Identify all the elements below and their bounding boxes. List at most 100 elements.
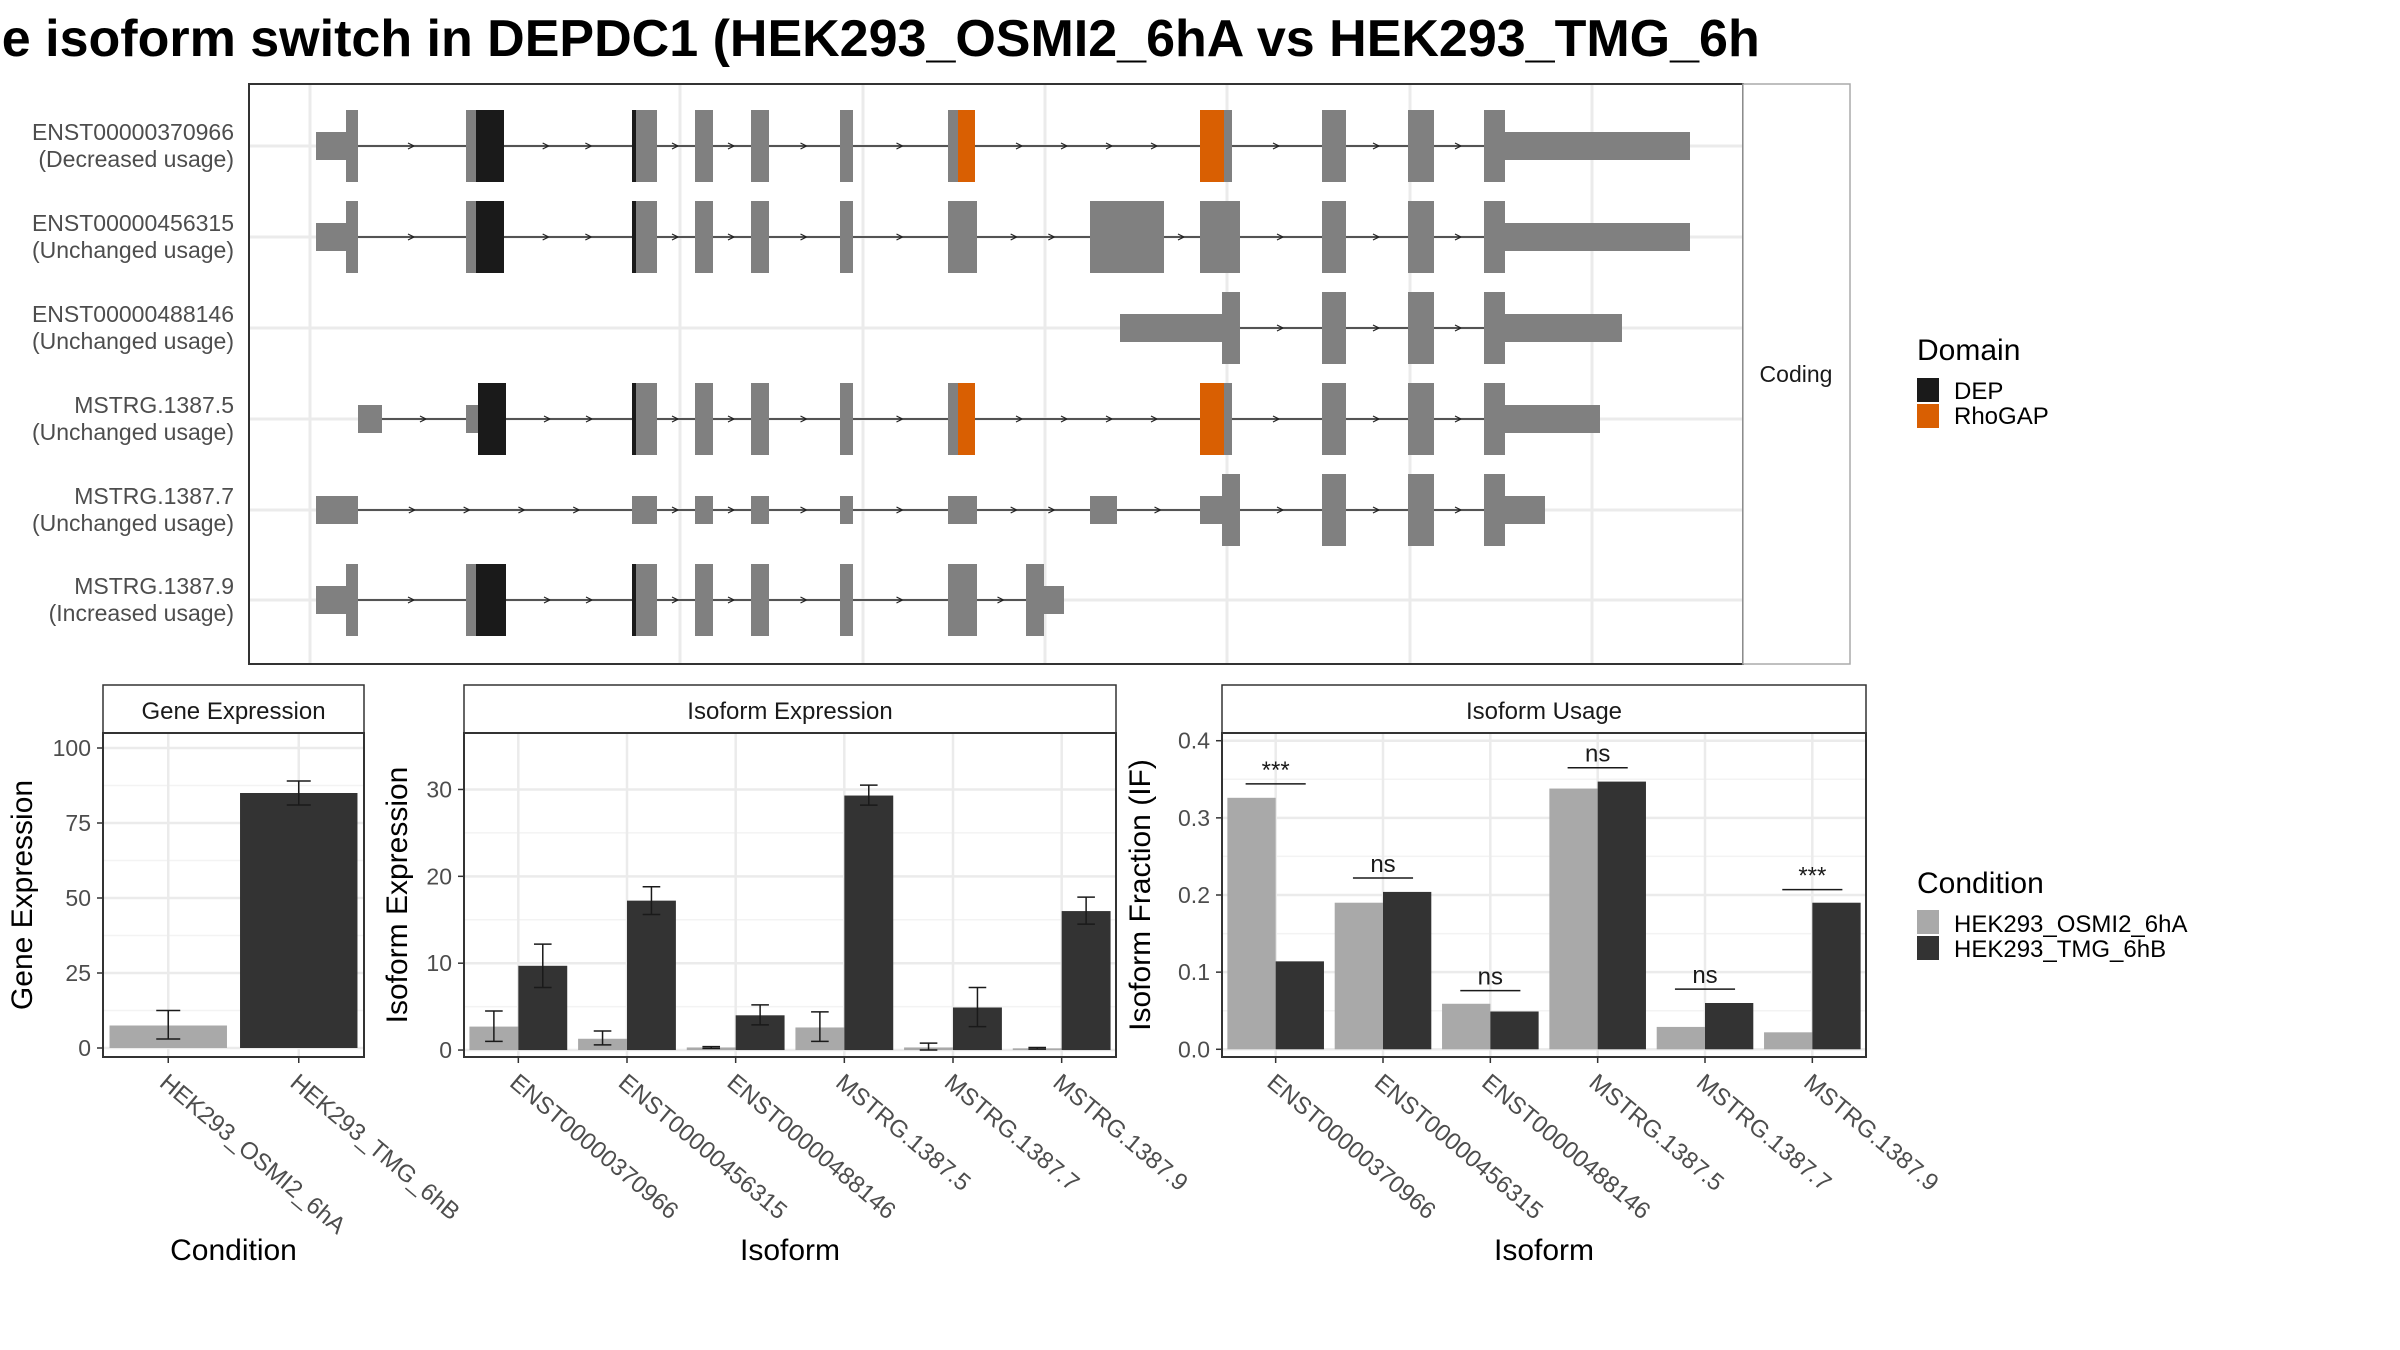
exon [1322,201,1346,273]
exon [1484,383,1505,455]
transcript-usage-label: (Unchanged usage) [32,419,234,445]
bar [1549,788,1598,1050]
strand-arrow [1060,415,1069,423]
error-bar [286,780,311,806]
strand-arrow [1048,233,1056,241]
exon [948,564,977,636]
strand-arrow [518,506,526,514]
legend-key-rhogap [1917,404,1939,428]
strand-arrow [896,506,904,514]
x-axis-title: Isoform [1494,1234,1594,1267]
transcript-id-label: MSTRG.1387.5 [74,392,234,418]
exon [1044,586,1064,614]
exon [1322,292,1346,364]
panel-strip [1221,684,1867,734]
strand-arrow [671,233,680,241]
exon [636,110,657,182]
strand-arrow [1372,506,1381,514]
structure-transcripts: ENST00000370966(Decreased usage)ENST0000… [32,110,1690,636]
exon [840,110,853,182]
strand-arrow [1454,233,1463,241]
exon [1408,474,1434,546]
exon [840,496,853,524]
panel-strip [102,684,365,734]
exon [840,201,853,273]
strand-arrow [727,142,736,150]
strand-arrow [727,506,736,514]
strip-coding-label: Coding [1760,361,1833,387]
bar [1275,961,1324,1050]
panel-bg [464,733,1116,1057]
error-bar [702,1045,721,1050]
exon [695,110,713,182]
strand-arrow [585,596,594,604]
error-bar [642,885,661,916]
strand-arrow [1276,233,1285,241]
exon [751,201,769,273]
strand-arrow [800,596,808,604]
exon [1408,110,1434,182]
transcript-usage-label: (Unchanged usage) [32,328,234,354]
exon [1090,496,1117,524]
strand-arrow [800,415,808,423]
transcript-ENST00000488146: ENST00000488146(Unchanged usage) [32,292,1622,364]
strand-arrow [542,233,551,241]
strand-arrow [800,142,808,150]
strand-arrow [543,596,552,604]
strand-arrow [1015,415,1024,423]
exon [1408,292,1434,364]
exon-rhogap-domain [1200,110,1224,182]
panel-strip-title: Isoform Usage [1466,698,1622,725]
legend-key-osmi2 [1917,910,1939,934]
exon [316,132,346,160]
x-axis-title: Condition [170,1234,297,1267]
exon [1408,201,1434,273]
exon [1505,132,1690,160]
y-tick-label: 25 [65,960,91,986]
exon [695,496,713,524]
error-bar [859,784,878,806]
exon [316,586,346,614]
exon [1200,201,1240,273]
strand-arrow [1454,142,1463,150]
strand-arrow [1454,324,1463,332]
exon [751,564,769,636]
error-bar [485,1010,503,1043]
strand-arrow [1105,142,1114,150]
significance-label: ns [1478,964,1503,991]
exon [346,110,358,182]
error-bar [1028,1046,1047,1050]
exon [1222,474,1240,546]
exon-dep-domain [632,201,636,273]
exon [346,564,358,636]
strand-arrow [896,596,904,604]
exon [1484,292,1505,364]
y-tick-label: 100 [53,735,91,761]
error-bar [156,1009,181,1040]
exon [632,496,657,524]
strand-arrow [407,596,416,604]
exon-dep-domain [476,564,506,636]
strand-arrow [671,596,680,604]
strand-arrow [1150,142,1159,150]
panel-border [102,732,365,1058]
bar [627,900,676,1051]
strand-arrow [1372,415,1381,423]
bar [1334,902,1383,1050]
y-axis-title: Gene Expression [6,780,39,1010]
exon-dep-domain [476,110,504,182]
strand-arrow [1372,233,1381,241]
condition-legend-title: Condition [1917,867,2044,900]
exon [1505,223,1690,251]
strand-arrow [1276,324,1285,332]
legend-label-osmi2: HEK293_OSMI2_6hA [1954,911,2187,938]
domain-legend-title: Domain [1917,334,2020,367]
exon [636,383,657,455]
transcript-usage-label: (Increased usage) [49,600,234,626]
exon [695,383,713,455]
exon [1200,496,1222,524]
significance-label: ns [1585,741,1610,768]
exon [1484,201,1505,273]
exon-rhogap-domain [958,383,975,455]
exon-dep-domain [632,110,636,182]
